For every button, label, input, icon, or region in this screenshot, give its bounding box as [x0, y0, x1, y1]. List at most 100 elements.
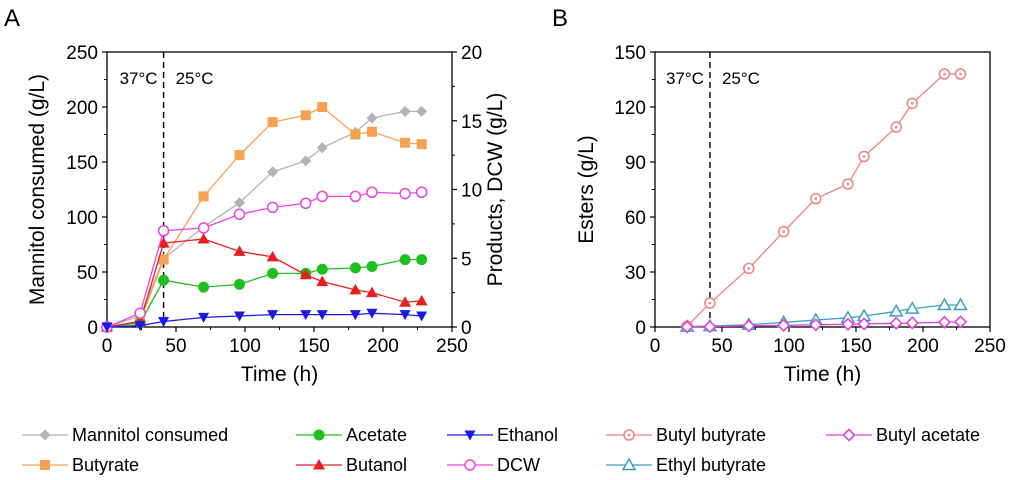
legend: Mannitol consumed Acetate Ethanol Butyl but…: [22, 425, 980, 475]
x-tick-label: 50: [711, 336, 732, 357]
dcw-point: [399, 187, 411, 200]
legend-dcw-marker: [464, 459, 476, 471]
y2-tick-label: 10: [461, 181, 482, 202]
legend-butyl-acetate-label: Butyl acetate: [876, 425, 980, 445]
x-axis-label: Time (h): [784, 363, 861, 386]
dcw-point: [366, 186, 378, 198]
dcw-point: [233, 208, 246, 220]
butanol-point: [365, 286, 378, 298]
acetate-point: [349, 262, 361, 274]
butyrate-point: [234, 150, 245, 161]
y-tick-label: 60: [625, 208, 646, 229]
butyl-acetate-point: [857, 317, 871, 331]
mannitol-consumed-point: [233, 197, 245, 209]
ethanol-point: [158, 317, 170, 327]
acetate-point: [399, 254, 411, 266]
butyrate-point: [158, 254, 169, 265]
ethanol-line: [106, 312, 422, 328]
legend-mannitol-consumed-marker: [39, 429, 51, 441]
legend-ethyl-butyrate-label: Ethyl butyrate: [656, 455, 766, 475]
mannitol-consumed-point: [316, 142, 328, 154]
ethyl-butyrate-point: [937, 297, 952, 311]
legend-acetate-label: Acetate: [346, 425, 407, 445]
acetate-point: [158, 274, 170, 286]
butyl-acetate-point: [841, 317, 855, 331]
legend-ethanol-label: Ethanol: [497, 425, 558, 445]
legend-butyl-butyrate-marker-dot: [627, 433, 631, 437]
dcw-point: [134, 307, 146, 319]
butyrate-point: [366, 126, 377, 137]
butyrate-point: [317, 102, 328, 112]
dcw-point: [299, 197, 312, 209]
plot-frame: [654, 51, 991, 328]
temperature-after-label: 25°C: [722, 69, 760, 88]
x-tick-label: 150: [298, 336, 330, 357]
butyl-acetate-point: [905, 316, 919, 330]
butyrate-line: [106, 106, 422, 328]
butyl-butyrate-point-dot: [943, 72, 946, 76]
y-axis-label: Mannitol consumed (g/L): [26, 74, 49, 305]
butyl-butyrate-point-dot: [910, 102, 914, 105]
dcw-point: [266, 201, 279, 214]
x-tick-label: 250: [974, 336, 1006, 357]
x-tick-label: 0: [102, 336, 113, 357]
ethanol-point: [198, 312, 210, 323]
ethanol-point: [233, 311, 245, 322]
butyrate-point: [350, 129, 361, 140]
butanol-point: [299, 268, 312, 280]
butanol-point: [316, 275, 329, 287]
butyl-acetate-point: [777, 318, 791, 332]
butanol-point: [266, 250, 279, 262]
ethanol-point: [366, 308, 378, 319]
legend-mannitol-consumed-label: Mannitol consumed: [72, 425, 228, 445]
butanol-point: [349, 283, 362, 295]
mannitol-consumed-point: [399, 105, 411, 117]
dcw-point: [415, 186, 428, 198]
y-tick-label: 200: [66, 98, 98, 119]
x-tick-label: 200: [907, 336, 939, 357]
ethanol-point: [267, 310, 279, 321]
dcw-point: [349, 190, 362, 203]
butyrate-point: [400, 137, 411, 148]
dcw-point: [316, 190, 329, 203]
y-tick-label: 0: [87, 318, 98, 339]
butanol-point: [157, 237, 170, 248]
y2-tick-label: 15: [461, 112, 482, 133]
butyl-butyrate-point-dot: [846, 182, 850, 186]
panel-letter: B: [552, 5, 568, 32]
butanol-line: [106, 238, 422, 328]
x-tick-label: 50: [165, 336, 186, 357]
mannitol-consumed-point: [300, 155, 312, 167]
butanol-point: [415, 294, 428, 306]
butyrate-point: [267, 117, 278, 128]
y-tick-label: 120: [614, 98, 646, 119]
y-axis-label: Esters (g/L): [575, 135, 598, 244]
temperature-after-label: 25°C: [176, 69, 214, 88]
butyl-butyrate-point-dot: [894, 125, 898, 129]
legend-butyrate-label: Butyrate: [72, 455, 139, 475]
butyl-butyrate-line: [686, 73, 961, 327]
ethyl-butyrate-point: [904, 301, 920, 314]
panel-b: 0 50 100 150 200 250 0 30 60 90 120 150 Time (h) Este…: [552, 5, 1006, 386]
y-tick-label: 30: [625, 263, 646, 284]
acetate-point: [198, 281, 210, 293]
dcw-point: [197, 222, 210, 234]
panel-a: 0 50 100 150 200 25005010015020025005101520Pr…: [4, 5, 507, 386]
y-tick-label: 50: [77, 263, 98, 284]
butanol-point: [233, 245, 246, 256]
butyl-acetate-point: [703, 320, 717, 334]
panel-letter: A: [4, 5, 20, 32]
y-tick-label: 0: [635, 318, 646, 339]
ethanol-point: [300, 310, 312, 321]
dcw-point: [157, 225, 170, 237]
acetate-point: [267, 267, 279, 279]
dcw-line: [106, 191, 422, 328]
y2-axis-label: Products, DCW (g/L): [484, 93, 507, 287]
y2-tick-label: 0: [461, 318, 472, 339]
mannitol-consumed-point: [416, 105, 428, 117]
mannitol-consumed-point: [267, 166, 279, 178]
ethanol-point: [416, 311, 428, 322]
butyl-acetate-line: [687, 321, 961, 328]
y-tick-label: 100: [66, 208, 98, 229]
